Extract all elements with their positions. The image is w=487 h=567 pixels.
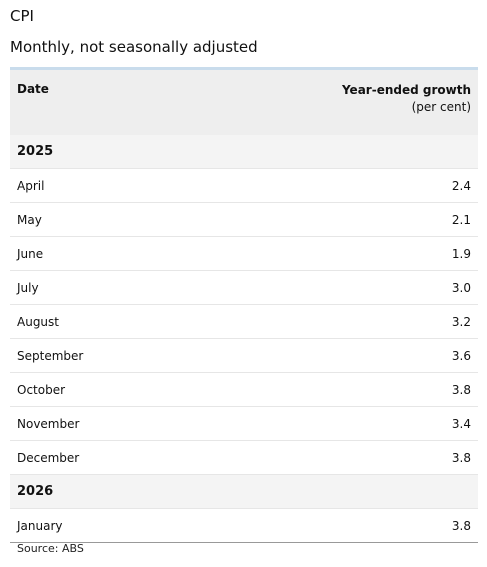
source-note: Source: ABS (17, 542, 84, 555)
growth-value-cell: 3.8 (173, 508, 478, 543)
month-cell: January (10, 508, 174, 543)
growth-column-header: Year-ended growth (per cent) (173, 70, 478, 135)
table-title: CPI (10, 7, 34, 25)
growth-value-cell: 3.2 (173, 304, 478, 339)
table-row: October 3.8 (10, 372, 478, 407)
month-cell: July (10, 270, 174, 305)
growth-value-cell: 3.8 (173, 372, 478, 407)
cpi-table-container: Date Year-ended growth (per cent) 2025 Ap… (10, 67, 478, 543)
year-value-cell (173, 474, 478, 509)
growth-value-cell: 3.4 (173, 406, 478, 441)
header-row: Date Year-ended growth (per cent) (10, 70, 478, 135)
table-row: April 2.4 (10, 168, 478, 203)
month-cell: November (10, 406, 174, 441)
growth-column-label: Year-ended growth (341, 83, 471, 97)
table-header: Date Year-ended growth (per cent) (10, 70, 478, 135)
table-row: May 2.1 (10, 202, 478, 237)
table-subtitle: Monthly, not seasonally adjusted (10, 38, 258, 56)
month-cell: September (10, 338, 174, 373)
table-row: August 3.2 (10, 304, 478, 339)
month-cell: April (10, 168, 174, 203)
year-group-row: 2026 (10, 474, 478, 509)
month-cell: June (10, 236, 174, 271)
table-row: November 3.4 (10, 406, 478, 441)
year-label: 2025 (10, 135, 174, 169)
month-cell: August (10, 304, 174, 339)
month-cell: October (10, 372, 174, 407)
year-value-cell (173, 135, 478, 169)
year-group-row: 2025 (10, 135, 478, 169)
growth-value-cell: 2.4 (173, 168, 478, 203)
table-row: September 3.6 (10, 338, 478, 373)
growth-column-unit: (per cent) (411, 100, 471, 114)
growth-value-cell: 3.0 (173, 270, 478, 305)
month-cell: December (10, 440, 174, 475)
table-row: July 3.0 (10, 270, 478, 305)
date-column-header: Date (10, 70, 174, 135)
cpi-table: Date Year-ended growth (per cent) 2025 Ap… (10, 70, 478, 543)
growth-value-cell: 2.1 (173, 202, 478, 237)
table-body: 2025 April 2.4 May 2.1 June 1.9 July 3.0 August 3.… (10, 135, 478, 543)
growth-value-cell: 3.8 (173, 440, 478, 475)
month-cell: May (10, 202, 174, 237)
table-row: December 3.8 (10, 440, 478, 475)
table-top-rule (10, 67, 478, 70)
year-label: 2026 (10, 474, 174, 509)
table-row: January 3.8 (10, 508, 478, 543)
growth-value-cell: 3.6 (173, 338, 478, 373)
growth-value-cell: 1.9 (173, 236, 478, 271)
table-row: June 1.9 (10, 236, 478, 271)
